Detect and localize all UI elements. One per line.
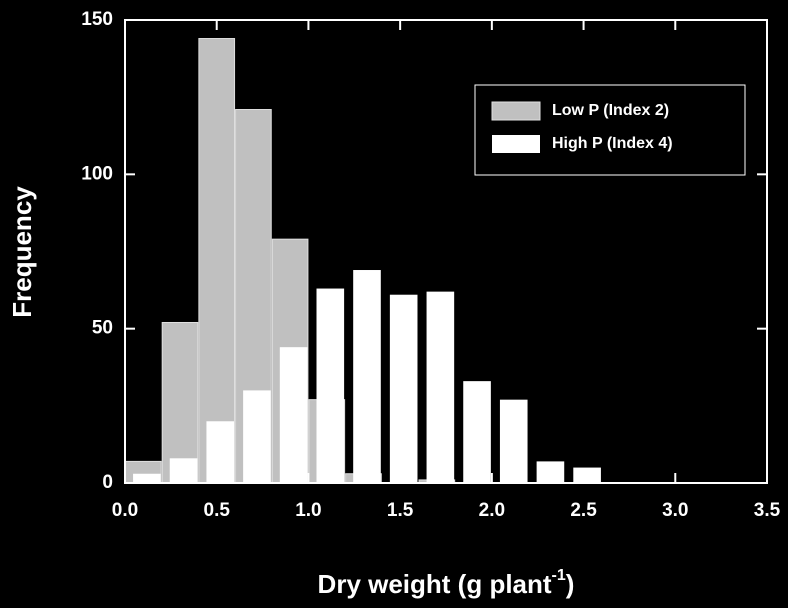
bar xyxy=(133,473,161,483)
y-axis-label: Frequency xyxy=(7,186,37,318)
legend-swatch xyxy=(492,135,540,153)
bar xyxy=(279,347,308,483)
x-axis-label: Dry weight (g plant-1) xyxy=(318,567,575,599)
bar xyxy=(426,291,455,483)
x-tick-label: 2.0 xyxy=(479,500,505,521)
legend-swatch xyxy=(491,101,541,121)
plot-frame xyxy=(124,19,768,484)
x-tick-label: 0.5 xyxy=(204,500,231,521)
x-tick-label: 2.5 xyxy=(570,500,597,521)
bar xyxy=(353,270,381,483)
x-axis-label-suffix: ) xyxy=(566,569,575,599)
x-tick-label: 1.5 xyxy=(387,500,414,521)
bar xyxy=(169,458,198,483)
x-tick-label: 1.0 xyxy=(295,500,321,521)
y-tick-label: 50 xyxy=(92,318,113,339)
bar xyxy=(573,467,601,483)
legend-box xyxy=(474,84,746,176)
y-tick-label: 150 xyxy=(81,9,113,30)
x-tick-label: 3.0 xyxy=(662,500,688,521)
bar xyxy=(243,390,271,483)
bar xyxy=(536,461,565,483)
x-tick-label: 0.0 xyxy=(112,500,138,521)
bar xyxy=(389,294,418,483)
legend-label: High P (Index 4) xyxy=(552,135,673,152)
bar xyxy=(316,288,345,483)
bar xyxy=(499,399,528,483)
bar xyxy=(161,321,199,484)
bar xyxy=(206,421,235,483)
legend-label: Low P (Index 2) xyxy=(552,102,669,119)
bar xyxy=(198,38,236,484)
x-tick-label: 3.5 xyxy=(754,500,781,521)
x-axis-label-text: Dry weight (g plant xyxy=(318,569,552,599)
bar xyxy=(463,381,491,483)
x-axis-label-sup: -1 xyxy=(552,567,566,584)
y-tick-label: 0 xyxy=(102,472,113,493)
y-tick-label: 100 xyxy=(81,163,113,184)
